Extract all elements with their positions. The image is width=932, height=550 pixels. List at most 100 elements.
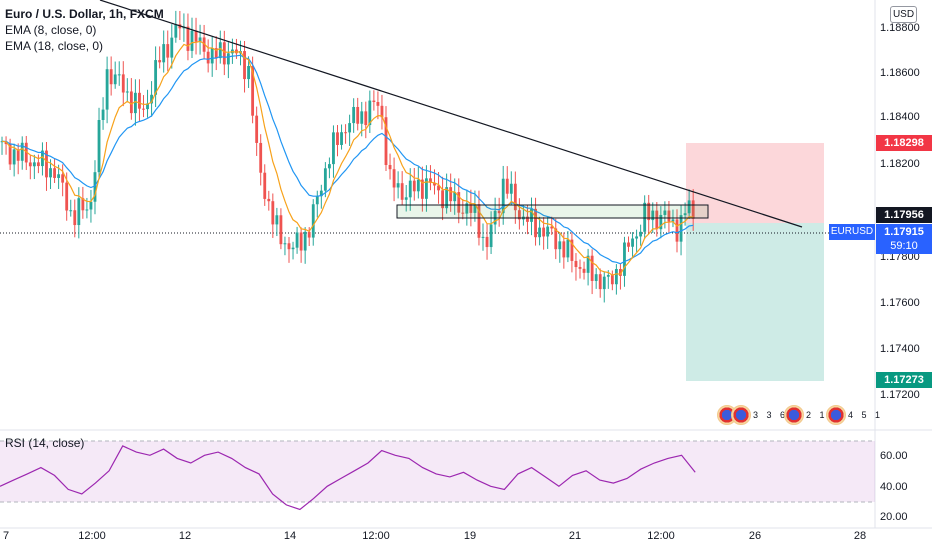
candle-body (481, 236, 485, 238)
candle-body (610, 275, 614, 285)
rsi-line (0, 445, 696, 511)
candle-body (578, 267, 582, 269)
candle-body (570, 239, 574, 261)
candle-body (299, 232, 303, 251)
candle-body (558, 241, 562, 250)
candle-body (655, 210, 659, 230)
time-tick: 28 (853, 530, 867, 542)
take-profit-zone[interactable] (686, 223, 824, 381)
ema8-line (1, 40, 694, 276)
candle-body (400, 183, 404, 200)
resistance-box[interactable] (396, 204, 709, 219)
candle-body (53, 168, 56, 178)
candle-body (319, 190, 323, 197)
candle-body (210, 48, 214, 64)
candle-body (631, 238, 634, 247)
candle-body (340, 132, 343, 145)
candle-body (121, 74, 125, 93)
stop-loss-zone[interactable] (686, 143, 824, 223)
candle-body (311, 204, 315, 238)
ema18-legend[interactable]: EMA (18, close, 0) (5, 39, 104, 53)
candle-body (412, 180, 416, 192)
candle-body (271, 201, 275, 225)
time-tick: 12:00 (362, 530, 390, 542)
candle-body (243, 51, 246, 80)
candle-body (85, 209, 89, 211)
candle-body (538, 227, 542, 238)
candle-body (275, 215, 279, 225)
candle-body (465, 203, 469, 214)
candle-body (388, 165, 392, 170)
rsi-legend[interactable]: RSI (14, close) (5, 436, 85, 450)
currency-badge[interactable]: USD (890, 6, 917, 23)
candle-body (101, 109, 105, 121)
candle-body (146, 103, 149, 110)
candle-body (279, 215, 283, 245)
candle-body (170, 37, 174, 58)
candle-body (408, 180, 412, 198)
candle-body (190, 30, 194, 51)
candle-body (473, 204, 477, 213)
candle-body (384, 117, 388, 166)
ema8-legend[interactable]: EMA (8, close, 0) (5, 23, 97, 37)
economic-events-3[interactable]: 4 5 1 (826, 403, 883, 427)
candle-body (534, 208, 537, 238)
candle-body (186, 26, 190, 51)
candle-body (356, 106, 360, 124)
candle-body (457, 192, 461, 213)
trendline[interactable] (99, 0, 803, 228)
symbol-title[interactable]: Euro / U.S. Dollar, 1h, FXCM (5, 7, 164, 21)
candle-body (360, 111, 364, 124)
candle-body (526, 216, 529, 222)
candle-body (315, 196, 319, 205)
price-tick: 1.18400 (880, 111, 920, 123)
eu-flag-icon (731, 405, 751, 425)
candle-body (307, 231, 311, 238)
candle-body (28, 162, 32, 167)
candle-body (542, 227, 546, 237)
candle-body (327, 164, 331, 169)
candle-body (663, 210, 667, 215)
bar-countdown: 59:10 (876, 238, 932, 254)
economic-events-1[interactable]: 3 3 6 5 (717, 403, 802, 427)
candle-body (598, 274, 602, 290)
candle-body (162, 44, 166, 63)
price-tick: 1.18200 (880, 158, 920, 170)
candle-body (449, 187, 453, 202)
economic-events-2[interactable]: 2 1 1 (784, 403, 841, 427)
candle-body (8, 144, 12, 165)
candle-body (158, 60, 162, 63)
candle-body (586, 255, 590, 273)
candle-body (687, 200, 691, 214)
event-label: 3 3 6 5 (753, 410, 802, 420)
current-price-tag: 1.17915 (876, 224, 932, 240)
candle-body (206, 51, 210, 64)
candle-body (635, 236, 639, 239)
candle-body (619, 268, 622, 276)
candle-body (129, 91, 133, 114)
rsi-tick: 60.00 (880, 450, 908, 462)
candle-body (594, 274, 598, 281)
candle-body (303, 231, 307, 251)
candle-body (113, 74, 117, 85)
candle-body (89, 201, 93, 210)
event-label: 2 1 1 (806, 410, 842, 420)
candle-body (437, 185, 440, 191)
stop-loss-price-tag: 1.18298 (876, 135, 932, 151)
candle-body (643, 202, 647, 232)
candle-body (336, 132, 339, 145)
candle-body (392, 169, 396, 188)
candle-body (61, 174, 65, 183)
candle-body (667, 210, 671, 222)
price-tick: 1.17200 (880, 389, 920, 401)
candle-body (218, 42, 222, 59)
candle-body (429, 178, 432, 183)
candle-body (509, 183, 513, 194)
candle-body (441, 190, 444, 209)
take-profit-price-tag: 1.17273 (876, 372, 932, 388)
candle-body (65, 182, 69, 211)
time-tick: 26 (748, 530, 762, 542)
candle-body (513, 183, 517, 211)
candle-body (32, 162, 36, 167)
